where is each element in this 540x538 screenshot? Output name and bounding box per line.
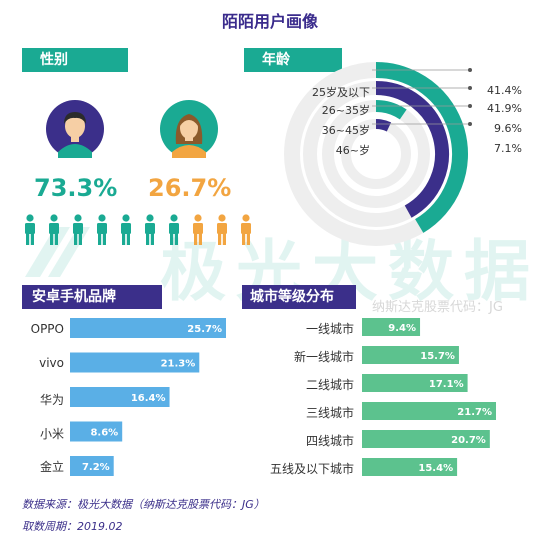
footer-period: 取数周期：2019.02 — [22, 520, 123, 533]
city-label-1: 新一线城市 — [293, 350, 354, 364]
android-label-0: OPPO — [30, 322, 64, 336]
male-person-icon — [97, 214, 107, 245]
age-leader-dot-3 — [468, 122, 472, 126]
male-person-icon — [73, 214, 83, 245]
android-bar-value-4: 7.2% — [82, 462, 110, 473]
age-leader-dot-2 — [468, 104, 472, 108]
city-label-3: 三线城市 — [305, 406, 354, 420]
age-label-3: 46~岁 — [335, 144, 370, 157]
age-label-0: 25岁及以下 — [312, 86, 370, 99]
android-label-3: 小米 — [39, 427, 64, 441]
android-bar-4 — [70, 456, 114, 476]
age-rings-svg — [284, 62, 472, 246]
age-arc-2 — [375, 100, 407, 120]
age-leader-dot-1 — [468, 86, 472, 90]
city-bar-5 — [362, 458, 458, 476]
gender-tag: 性别 — [22, 48, 128, 72]
city-label-0: 一线城市 — [305, 322, 354, 336]
android-label-4: 金立 — [39, 460, 64, 474]
city-bar-value-5: 15.4% — [418, 463, 453, 474]
city-bar-0 — [362, 318, 421, 336]
android-label-1: vivo — [39, 356, 64, 370]
male-person-icon — [169, 214, 179, 245]
age-value-1: 41.9% — [487, 102, 522, 115]
android-bar-2 — [70, 387, 170, 407]
city-bar-1 — [362, 346, 459, 364]
city-bars: 9.4% 15.7% 17.1% 21.7% 20.7% 15.4% — [362, 318, 532, 480]
age-value-0: 41.4% — [487, 84, 522, 97]
male-person-icon — [145, 214, 155, 245]
android-bar-value-1: 21.3% — [161, 359, 196, 370]
android-bar-0 — [70, 318, 226, 338]
male-avatar-icon — [46, 100, 104, 158]
female-person-icon — [217, 214, 227, 245]
male-percent: 73.3% — [34, 174, 118, 202]
city-bar-value-0: 9.4% — [388, 323, 416, 334]
people-icons — [20, 214, 260, 246]
city-label-5: 五线及以下城市 — [269, 462, 354, 476]
female-avatar — [160, 100, 218, 162]
android-bar-value-2: 16.4% — [131, 393, 166, 404]
page-title: 陌陌用户画像 — [221, 12, 318, 31]
city-bars-svg: 9.4% 15.7% 17.1% 21.7% 20.7% 15.4% — [362, 318, 496, 476]
age-tag-label: 年龄 — [262, 52, 290, 68]
age-leader-dot-0 — [468, 68, 472, 72]
android-bars: 25.7% 21.3% 16.4% 8.6% 7.2% — [70, 318, 230, 488]
female-person-icon — [241, 214, 251, 245]
city-bar-4 — [362, 430, 490, 448]
android-label-2: 华为 — [39, 393, 64, 407]
male-person-icon — [25, 214, 35, 245]
female-avatar-icon — [160, 100, 218, 158]
footer-source: 数据来源：极光大数据（纳斯达克股票代码：JG） — [22, 498, 265, 511]
city-bar-value-4: 20.7% — [451, 435, 486, 446]
male-person-icon — [121, 214, 131, 245]
age-label-1: 26~35岁 — [321, 104, 370, 117]
age-arc-0 — [375, 62, 468, 233]
city-label-2: 二线城市 — [305, 378, 354, 392]
android-tag: 安卓手机品牌 — [22, 285, 162, 309]
gender-tag-label: 性别 — [40, 52, 68, 68]
age-value-3: 7.1% — [494, 142, 522, 155]
city-bar-3 — [362, 402, 496, 420]
people-icons-svg — [25, 214, 251, 245]
male-person-icon — [49, 214, 59, 245]
age-rings — [276, 54, 476, 254]
city-tag-label: 城市等级分布 — [250, 289, 334, 305]
age-label-2: 36~45岁 — [321, 124, 370, 137]
android-tag-label: 安卓手机品牌 — [32, 289, 116, 305]
age-arc-3 — [375, 119, 392, 132]
city-bar-value-2: 17.1% — [429, 379, 464, 390]
female-percent: 26.7% — [148, 174, 232, 202]
android-bars-svg: 25.7% 21.3% 16.4% 8.6% 7.2% — [70, 318, 226, 476]
android-bar-1 — [70, 352, 200, 373]
city-bar-2 — [362, 374, 468, 392]
male-avatar — [46, 100, 104, 162]
female-person-icon — [193, 214, 203, 245]
age-value-2: 9.6% — [494, 122, 522, 135]
android-bar-value-3: 8.6% — [90, 428, 118, 439]
city-label-4: 四线城市 — [305, 434, 354, 448]
age-tag: 年龄 — [244, 48, 342, 72]
android-bar-3 — [70, 421, 123, 442]
city-bar-value-1: 15.7% — [420, 351, 455, 362]
city-bar-value-3: 21.7% — [457, 407, 492, 418]
age-arc-1 — [375, 81, 449, 218]
city-tag: 城市等级分布 — [242, 285, 356, 309]
watermark-sub: 纳斯达克股票代码：JG — [372, 300, 503, 315]
android-bar-value-0: 25.7% — [187, 324, 222, 335]
